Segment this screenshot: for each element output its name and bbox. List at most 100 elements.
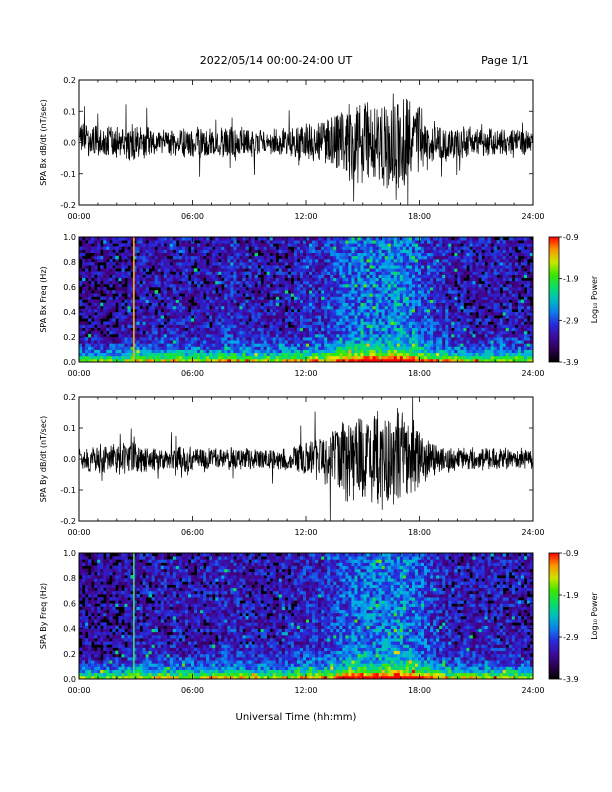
- spectrogram-cell: [88, 343, 92, 347]
- spectrogram-cell: [236, 271, 240, 275]
- spectrogram-cell: [393, 302, 398, 307]
- spectrogram-cell: [269, 305, 274, 310]
- spectrogram-cell: [224, 327, 228, 332]
- spectrogram-cell: [306, 330, 310, 335]
- spectrogram-cell: [469, 283, 473, 288]
- spectrogram-cell: [227, 352, 231, 357]
- spectrogram-cell: [136, 333, 140, 338]
- spectrogram-cell: [315, 355, 319, 360]
- spectrogram-cell: [327, 352, 331, 357]
- spectrogram-cell: [221, 274, 225, 279]
- spectrogram-cell: [239, 355, 243, 360]
- spectrogram-cell: [402, 271, 407, 275]
- spectrogram-cell: [321, 321, 325, 325]
- spectrogram-cell: [478, 337, 482, 341]
- spectrogram-cell: [439, 352, 443, 357]
- spectrogram-cell: [157, 271, 162, 275]
- spectrogram-cell: [299, 333, 304, 338]
- spectrogram-cell: [396, 352, 401, 357]
- spectrogram-cell: [445, 343, 449, 347]
- spectrogram-cell: [175, 352, 180, 357]
- spectrogram-cell: [430, 321, 434, 325]
- spectrogram-cell: [275, 349, 280, 354]
- spectrogram-cell: [200, 262, 204, 266]
- spectrogram-cell: [215, 296, 219, 300]
- spectrogram-cell: [230, 358, 234, 363]
- spectrogram-cell: [184, 268, 189, 272]
- spectrogram-cell: [272, 312, 277, 316]
- spectrogram-cell: [263, 296, 268, 300]
- spectrogram-cell: [496, 355, 501, 360]
- spectrogram-cell: [348, 268, 352, 272]
- spectrogram-cell: [399, 358, 404, 363]
- spectrogram-cell: [257, 283, 261, 288]
- spectrogram-cell: [290, 274, 295, 279]
- spectrogram-cell: [281, 305, 286, 310]
- spectrogram-cell: [490, 280, 495, 285]
- spectrogram-cell: [278, 277, 283, 282]
- spectrogram-cell: [333, 312, 337, 316]
- spectrogram-cell: [457, 255, 461, 260]
- spectrogram-cell: [442, 340, 446, 344]
- spectrogram-cell: [302, 305, 307, 310]
- spectrogram-cell: [284, 283, 289, 288]
- spectrogram-cell: [421, 355, 425, 360]
- spectrogram-cell: [396, 340, 401, 344]
- spectrogram-cell: [121, 352, 125, 357]
- spectrogram-cell: [263, 262, 268, 266]
- spectrogram-cell: [224, 352, 228, 357]
- spectrogram-cell: [178, 265, 183, 269]
- spectrogram-cell: [79, 333, 83, 338]
- spectrogram-cell: [484, 343, 488, 347]
- spectrogram-cell: [260, 337, 265, 341]
- spectrogram-cell: [133, 352, 137, 357]
- spectrogram-cell: [212, 293, 216, 297]
- spectrogram-cell: [309, 327, 313, 332]
- spectrogram-cell: [408, 321, 413, 325]
- spectrogram-cell: [466, 287, 470, 291]
- spectrogram-cell: [88, 337, 92, 341]
- spectrogram-cell: [200, 268, 204, 272]
- spectrogram-cell: [490, 324, 495, 329]
- spectrogram-cell: [263, 321, 268, 325]
- spectrogram-cell: [484, 337, 488, 341]
- spectrogram-cell: [296, 358, 301, 363]
- spectrogram-cell: [472, 346, 476, 350]
- spectrogram-cell: [209, 293, 213, 297]
- spectrogram-cell: [166, 252, 171, 257]
- spectrogram-cell: [209, 330, 213, 335]
- spectrogram-cell: [405, 258, 410, 263]
- spectrogram-cell: [330, 343, 334, 347]
- spectrogram-cell: [357, 349, 361, 354]
- spectrogram-cell: [224, 283, 228, 288]
- spectrogram-cell: [451, 318, 455, 322]
- spectrogram-cell: [184, 283, 189, 288]
- spectrogram-cell: [239, 312, 243, 316]
- spectrogram-cell: [181, 252, 186, 257]
- spectrogram-cell: [181, 337, 186, 341]
- spectrogram-cell: [414, 255, 419, 260]
- spectrogram-cell: [178, 268, 183, 272]
- spectrogram-cell: [187, 352, 192, 357]
- spectrogram-cell: [151, 308, 156, 313]
- spectrogram-cell: [224, 262, 228, 266]
- spectrogram-cell: [299, 287, 304, 291]
- spectrogram-cell: [442, 255, 446, 260]
- spectrogram-cell: [221, 312, 225, 316]
- spectrogram-cell: [460, 324, 464, 329]
- spectrogram-cell: [139, 308, 143, 313]
- spectrogram-cell: [421, 252, 425, 257]
- spectrogram-cell: [439, 290, 443, 294]
- spectrogram-cell: [430, 315, 434, 319]
- spectrogram-cell: [145, 252, 150, 257]
- spectrogram-cell: [115, 327, 119, 332]
- spectrogram-cell: [408, 315, 413, 319]
- spectrogram-cell: [230, 340, 234, 344]
- spectrogram-cell: [215, 352, 219, 357]
- spectrogram-cell: [197, 312, 201, 316]
- spectrogram-cell: [457, 340, 461, 344]
- spectrogram-cell: [472, 340, 476, 344]
- spectrogram-cell: [206, 290, 210, 294]
- spectrogram-cell: [263, 318, 268, 322]
- spectrogram-cell: [315, 358, 319, 363]
